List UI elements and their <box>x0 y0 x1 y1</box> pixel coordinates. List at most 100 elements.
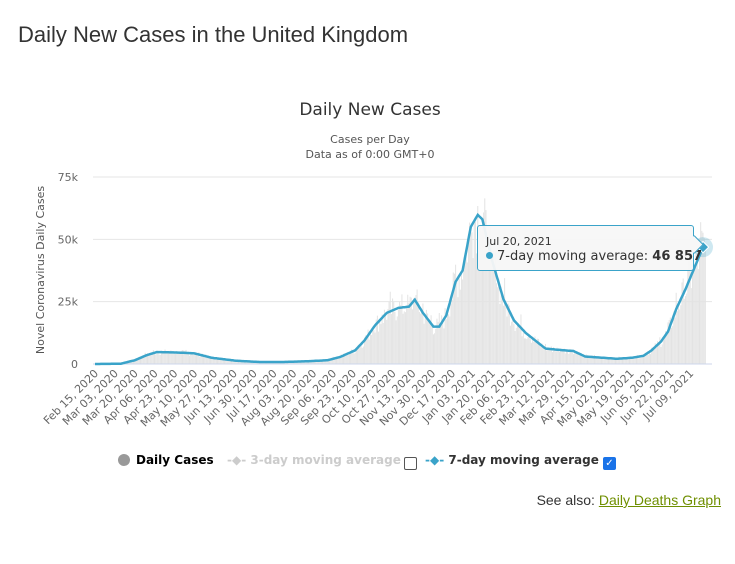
daily-bar <box>326 360 328 364</box>
daily-bar <box>682 278 684 364</box>
daily-bar <box>619 359 621 364</box>
daily-bar <box>185 349 187 364</box>
daily-bar <box>560 348 562 364</box>
daily-bar <box>331 360 333 364</box>
daily-bar <box>583 357 585 364</box>
daily-bar <box>354 352 356 364</box>
daily-bar <box>320 360 322 364</box>
daily-bar <box>570 349 572 364</box>
daily-bar <box>450 303 452 364</box>
daily-bar <box>504 278 506 364</box>
daily-bar <box>350 352 352 364</box>
daily-bar <box>410 297 412 364</box>
daily-bar <box>618 356 620 364</box>
daily-bar <box>245 361 247 364</box>
daily-bar <box>162 351 164 364</box>
daily-bar <box>633 358 635 364</box>
daily-bar <box>348 352 350 364</box>
daily-bar <box>175 354 177 364</box>
daily-bar <box>556 347 558 364</box>
daily-bar <box>591 355 593 364</box>
daily-bar <box>375 319 377 364</box>
daily-bar <box>546 350 548 364</box>
daily-bar <box>322 359 324 364</box>
daily-bar <box>427 313 429 364</box>
legend-label: 3-day moving average <box>250 453 401 467</box>
daily-bar <box>631 357 633 364</box>
daily-bar <box>371 334 373 364</box>
daily-deaths-link[interactable]: Daily Deaths Graph <box>598 492 721 508</box>
tooltip-date: Jul 20, 2021 <box>486 235 552 248</box>
daily-bar <box>451 299 453 364</box>
daily-bar <box>323 360 325 364</box>
daily-bar <box>187 352 189 364</box>
daily-bar <box>648 351 650 364</box>
daily-bar <box>667 322 669 364</box>
daily-bar <box>662 340 664 364</box>
daily-bar <box>318 361 320 364</box>
daily-bar <box>471 232 473 364</box>
legend-daily-cases[interactable]: Daily Cases <box>118 453 214 467</box>
daily-bar <box>311 360 313 364</box>
daily-bar <box>403 311 405 364</box>
daily-bar <box>506 316 508 364</box>
daily-bar <box>436 318 438 364</box>
daily-bar <box>235 361 237 364</box>
daily-bar <box>492 250 494 364</box>
daily-bar <box>163 351 165 364</box>
page-title: Daily New Cases in the United Kingdom <box>18 22 409 47</box>
daily-bar <box>466 262 468 364</box>
daily-bar <box>703 238 705 364</box>
daily-bar <box>338 356 340 364</box>
daily-bar <box>456 278 458 364</box>
legend-3day[interactable]: -◆- 3-day moving average <box>227 453 401 467</box>
daily-bar <box>686 293 688 364</box>
daily-bar <box>224 358 226 364</box>
daily-bar <box>374 332 376 364</box>
daily-bar <box>688 260 690 364</box>
daily-bar <box>221 358 223 364</box>
daily-bar <box>225 360 227 364</box>
daily-bar <box>206 356 208 364</box>
daily-bar <box>512 319 514 364</box>
daily-bar <box>364 337 366 364</box>
checkbox-3day[interactable] <box>404 457 417 470</box>
daily-bar <box>140 356 142 364</box>
daily-bar <box>343 353 345 364</box>
daily-bar <box>474 221 476 364</box>
daily-bar <box>453 273 455 364</box>
daily-bar <box>189 355 191 364</box>
daily-bar <box>610 357 612 364</box>
daily-bar <box>472 258 474 364</box>
daily-bar <box>169 350 171 364</box>
daily-bar <box>352 350 354 364</box>
line-marker-icon: -◆- <box>425 453 445 467</box>
daily-bar <box>508 305 510 364</box>
daily-bar <box>449 316 451 364</box>
daily-bar <box>579 354 581 364</box>
daily-bar <box>526 339 528 364</box>
daily-bar <box>568 354 570 364</box>
legend-7day[interactable]: -◆- 7-day moving average <box>425 453 599 467</box>
daily-bar <box>488 229 490 364</box>
checkbox-7day[interactable]: ✓ <box>603 457 616 470</box>
daily-bar <box>687 270 689 364</box>
daily-bar <box>414 301 416 364</box>
daily-bar <box>359 345 361 364</box>
daily-bar <box>376 315 378 364</box>
daily-bar <box>246 361 248 364</box>
daily-bar <box>205 354 207 364</box>
daily-bar <box>332 356 334 364</box>
daily-bar <box>661 344 663 364</box>
y-tick-label: 25k <box>58 296 79 309</box>
daily-bar <box>204 357 206 364</box>
daily-bar <box>550 346 552 364</box>
daily-bar <box>646 353 648 364</box>
daily-bar <box>558 352 560 364</box>
daily-bar <box>592 356 594 364</box>
daily-bar <box>389 291 391 364</box>
daily-bar <box>452 272 454 364</box>
daily-bar <box>481 224 483 364</box>
daily-bar <box>477 205 479 364</box>
daily-bar <box>312 360 314 364</box>
